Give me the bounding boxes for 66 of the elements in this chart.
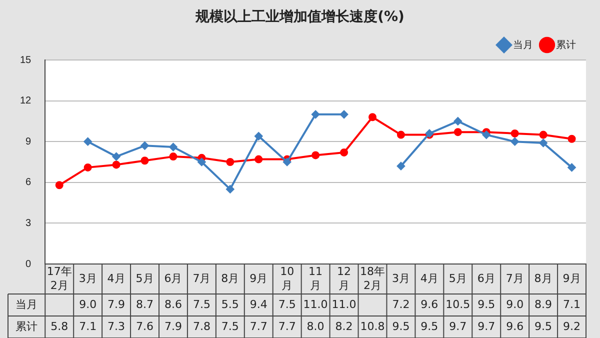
data-label: 7.5	[192, 298, 210, 311]
x-tick-label: 8月	[221, 272, 240, 285]
data-label: 9.0	[79, 298, 97, 311]
x-tick-label: 9月	[562, 272, 581, 285]
data-label: 10.5	[446, 298, 470, 311]
data-label: 10.8	[360, 320, 385, 333]
data-label: 7.7	[250, 320, 268, 333]
y-tick-label: 6	[26, 177, 32, 188]
x-tick-label: 6月	[164, 272, 182, 285]
data-label: 9.6	[506, 320, 524, 333]
text: 累计	[16, 320, 38, 333]
data-label: 9.2	[563, 320, 581, 333]
x-tick-label: 3月	[392, 272, 410, 285]
y-tick-label: 9	[26, 136, 32, 148]
x-tick-label: 5月	[448, 272, 467, 285]
x-tick-label: 18年2月	[360, 264, 385, 292]
x-tick-label: 9月	[250, 272, 268, 285]
data-label: 8.9	[534, 298, 552, 311]
y-tick-label: 12	[20, 96, 32, 107]
data-label: 9.0	[506, 298, 524, 311]
data-label: 7.1	[79, 320, 97, 333]
x-tick-label: 4月	[107, 272, 126, 285]
x-tick-label: 4月	[420, 272, 438, 285]
x-tick-label: 5月	[136, 272, 154, 285]
text: 当月	[16, 298, 38, 311]
chart-title: 规模以上工业增加值增长速度(%)	[194, 8, 406, 26]
data-label: 7.5	[221, 320, 239, 333]
data-label: 9.5	[392, 320, 410, 333]
data-label: 9.4	[250, 298, 268, 311]
data-label: 7.1	[563, 298, 581, 311]
data-label: 9.7	[478, 320, 496, 333]
x-tick-label: 17年2月	[46, 264, 72, 292]
data-label: 9.6	[420, 298, 438, 311]
legend-label: 当月	[513, 38, 533, 51]
data-label: 8.2	[335, 320, 353, 333]
data-label: 9.7	[449, 320, 467, 333]
data-label: 9.5	[478, 298, 496, 311]
data-label: 7.3	[108, 320, 126, 333]
legend-label: 累计	[556, 38, 576, 51]
x-tick-label: 7月	[506, 272, 524, 285]
x-tick-label: 11月	[308, 264, 323, 292]
data-label: 11.0	[303, 298, 328, 311]
data-label: 5.5	[221, 298, 239, 311]
data-label: 7.5	[278, 298, 296, 311]
data-label: 7.2	[392, 298, 410, 311]
x-tick-label: 10月	[280, 264, 294, 292]
x-tick-label: 8月	[534, 272, 552, 285]
data-label: 8.7	[136, 298, 154, 311]
data-label: 7.8	[192, 320, 210, 333]
data-label: 9.5	[420, 320, 438, 333]
data-label: 7.9	[164, 320, 182, 333]
x-tick-label: 6月	[477, 272, 496, 285]
data-label: 8.6	[164, 298, 182, 311]
data-label: 7.7	[278, 320, 296, 333]
data-label: 9.5	[534, 320, 552, 333]
y-tick-label: 3	[26, 218, 32, 229]
data-label: 8.0	[306, 320, 324, 333]
y-tick-label: 15	[20, 54, 32, 66]
data-label: 7.6	[136, 320, 154, 333]
x-tick-label: 3月	[78, 272, 97, 285]
y-tick-label: 0	[26, 258, 32, 270]
data-label: 5.8	[50, 320, 68, 333]
x-tick-label: 12月	[337, 264, 352, 292]
data-label: 7.9	[108, 298, 126, 311]
data-label: 11.0	[332, 298, 356, 311]
x-tick-label: 7月	[192, 272, 211, 285]
